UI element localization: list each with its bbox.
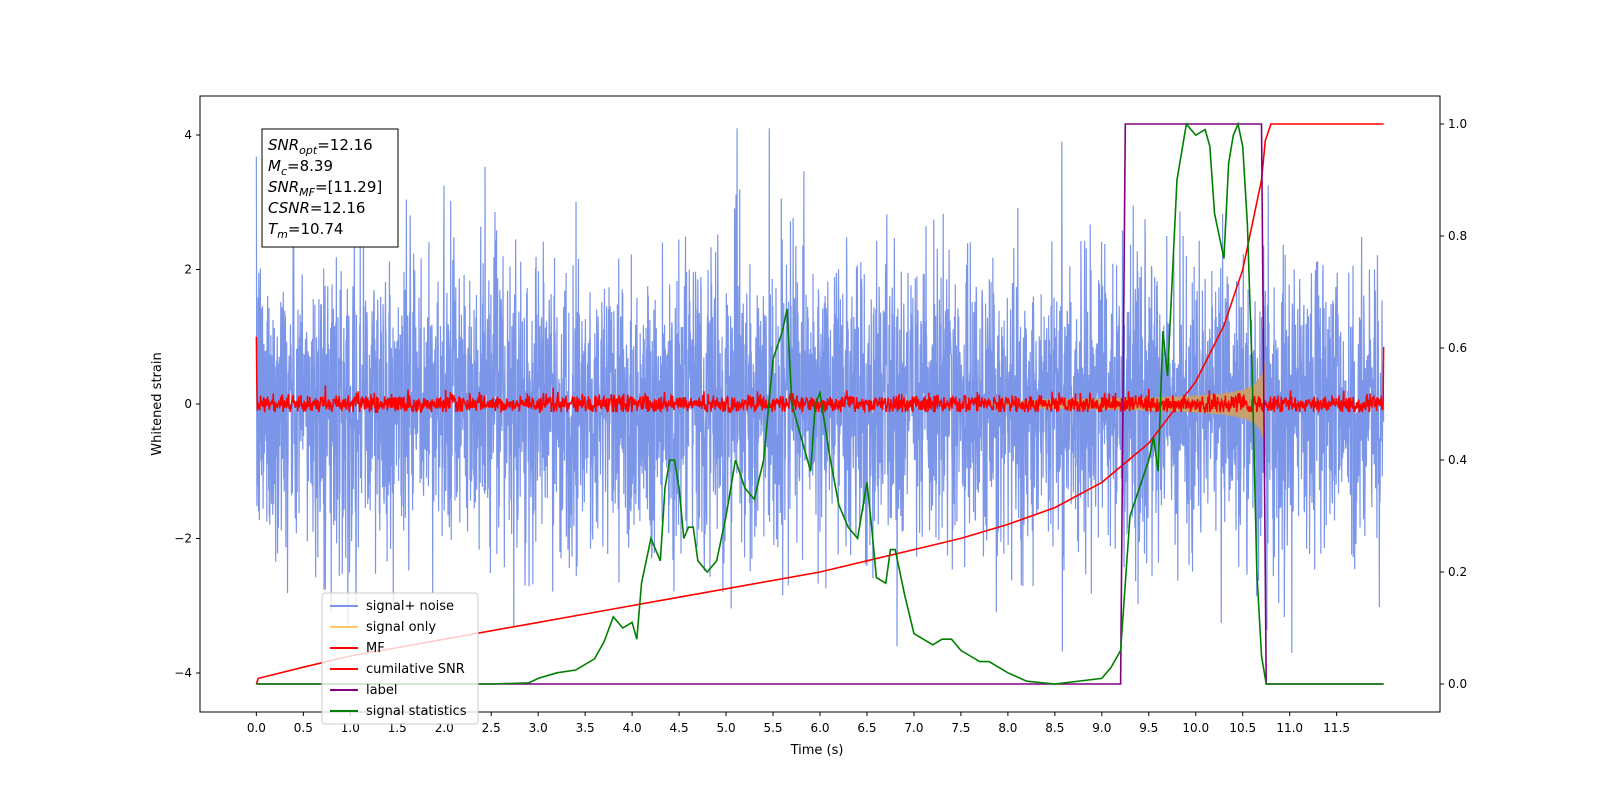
legend-label: signal+ noise [366, 599, 454, 614]
x-tick-label: 10.0 [1182, 721, 1209, 735]
legend-label: signal only [366, 620, 436, 635]
y-right-tick-label: 0.0 [1448, 677, 1467, 691]
x-tick-label: 4.5 [670, 721, 689, 735]
series-mf-line [255, 336, 1385, 414]
x-tick-label: 11.0 [1276, 721, 1303, 735]
y-left-tick-label: 4 [184, 128, 192, 142]
x-tick-label: 3.5 [576, 721, 595, 735]
series-signal-statistics-line [256, 121, 1384, 685]
x-tick-label: 4.0 [623, 721, 642, 735]
x-tick-label: 3.0 [529, 721, 548, 735]
y-right-tick-label: 0.8 [1448, 229, 1467, 243]
y-right-tick-label: 0.2 [1448, 565, 1467, 579]
legend-label: cumilative SNR [366, 662, 465, 677]
x-tick-label: 5.5 [763, 721, 782, 735]
y-left-tick-label: −4 [174, 666, 192, 680]
stats-line: Mc=8.39 [268, 157, 333, 178]
x-tick-label: 9.0 [1092, 721, 1111, 735]
x-tick-label: 0.5 [294, 721, 313, 735]
y-axis-label: Whitened strain [150, 352, 165, 455]
legend-label: MF [366, 641, 385, 656]
legend: signal+ noise signal only MF cumilative SNR… [321, 592, 479, 725]
stats-box-frame [261, 128, 399, 248]
stats-annotation-box: SNRopt=12.16Mc=8.39SNRMF=[11.29]CSNR=12.… [261, 128, 399, 248]
legend-label: signal statistics [366, 704, 467, 719]
y-right-tick-label: 1.0 [1448, 117, 1467, 131]
y-right-tick-label: 0.4 [1448, 453, 1467, 467]
x-tick-label: 0.0 [247, 721, 266, 735]
stats-line: SNRMF=[11.29] [268, 178, 382, 199]
x-tick-label: 2.5 [482, 721, 501, 735]
x-tick-label: 8.0 [998, 721, 1017, 735]
y-left-tick-label: −2 [174, 531, 192, 545]
x-tick-label: 10.5 [1229, 721, 1256, 735]
x-tick-label: 7.0 [904, 721, 923, 735]
stats-line: Tm=10.74 [268, 220, 343, 241]
x-tick-label: 7.5 [951, 721, 970, 735]
series-signal-noise-line [255, 128, 1385, 653]
x-tick-label: 9.5 [1139, 721, 1158, 735]
x-tick-label: 6.0 [810, 721, 829, 735]
x-tick-label: 11.5 [1323, 721, 1350, 735]
x-tick-label: 5.0 [717, 721, 736, 735]
x-tick-label: 8.5 [1045, 721, 1064, 735]
legend-label: label [366, 683, 397, 698]
x-axis-label: Time (s) [790, 743, 844, 758]
y-left-tick-label: 0 [184, 397, 192, 411]
y-left-tick-label: 2 [184, 263, 192, 277]
y-right-tick-label: 0.6 [1448, 341, 1467, 355]
stats-line: CSNR=12.16 [268, 199, 365, 217]
legend-frame [321, 592, 479, 725]
x-tick-label: 6.5 [857, 721, 876, 735]
stats-line: SNRopt=12.16 [268, 136, 373, 157]
